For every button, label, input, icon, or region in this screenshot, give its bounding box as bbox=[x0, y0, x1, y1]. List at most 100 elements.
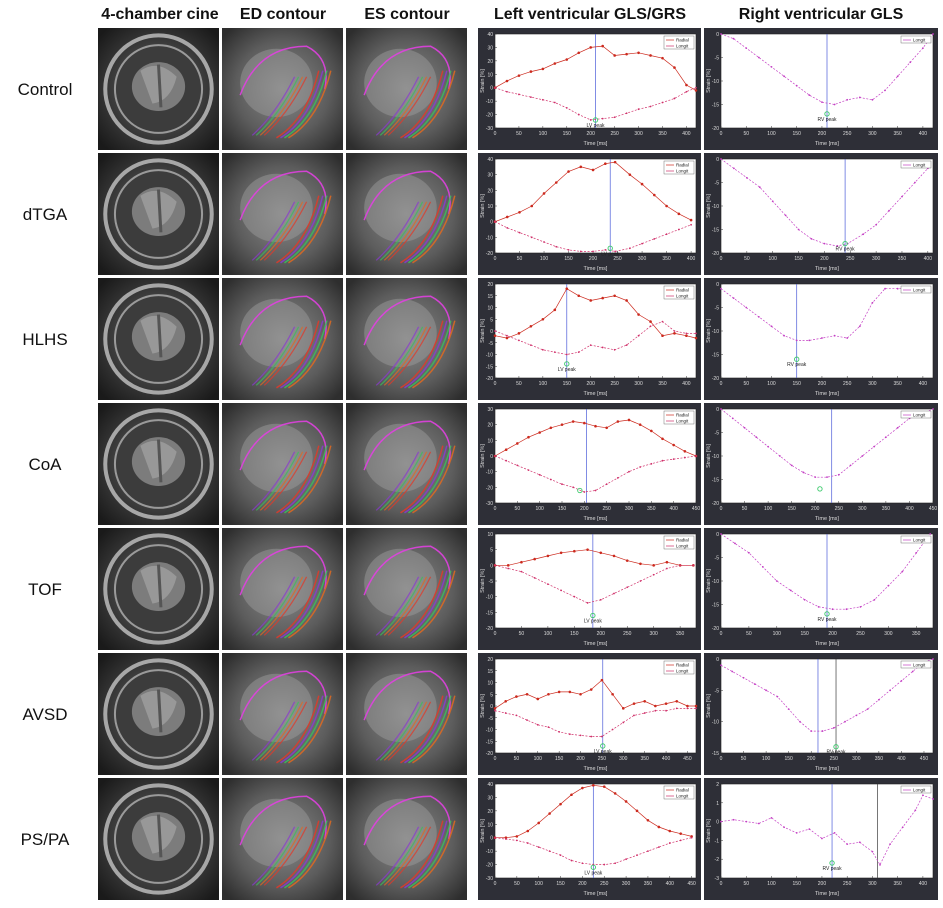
x-tick-label: 350 bbox=[644, 881, 653, 887]
y-tick-label: -5 bbox=[715, 306, 720, 312]
legend-label: Radial bbox=[676, 538, 689, 543]
radial-point bbox=[601, 44, 604, 48]
longit-point bbox=[592, 250, 594, 253]
longit-point bbox=[797, 228, 800, 231]
longit-point bbox=[529, 96, 532, 99]
longit-point bbox=[846, 98, 849, 101]
longit-point bbox=[821, 730, 824, 732]
mri-ed-image bbox=[222, 653, 343, 775]
radial-point bbox=[649, 320, 652, 323]
x-tick-label: 250 bbox=[623, 631, 632, 637]
y-tick-label: 20 bbox=[487, 59, 493, 65]
peak-label: RV peak bbox=[836, 247, 856, 253]
longit-point bbox=[625, 112, 628, 115]
longit-point bbox=[567, 248, 570, 251]
x-tick-label: 250 bbox=[835, 506, 844, 512]
radial-point bbox=[505, 215, 509, 219]
y-tick-label: -10 bbox=[712, 720, 719, 726]
radial-point bbox=[568, 690, 572, 694]
longit-point bbox=[577, 113, 580, 116]
y-axis-label: Strain [%] bbox=[480, 194, 486, 218]
radial-point bbox=[685, 83, 688, 87]
y-tick-label: 10 bbox=[487, 72, 493, 78]
y-tick-label: -5 bbox=[715, 688, 720, 694]
mri-es-image bbox=[346, 778, 467, 900]
x-tick-label: 100 bbox=[535, 881, 544, 887]
radial-point bbox=[527, 435, 530, 439]
legend bbox=[900, 535, 932, 544]
longit-point bbox=[896, 287, 899, 290]
x-tick-label: 0 bbox=[720, 381, 723, 387]
y-tick-label: -10 bbox=[486, 470, 493, 476]
longit-point bbox=[720, 820, 722, 823]
longit-point bbox=[538, 473, 541, 476]
radial-point bbox=[625, 52, 628, 56]
longit-line bbox=[494, 87, 697, 121]
x-tick-label: 300 bbox=[638, 256, 647, 262]
legend bbox=[900, 35, 932, 44]
peak-marker bbox=[592, 117, 599, 123]
radial-point bbox=[526, 829, 530, 833]
plot-svg: -20 -15 -10 -5 0 0 50 100 150 200 250 300 350 400 450 T… bbox=[706, 407, 937, 522]
longit-point bbox=[770, 816, 773, 819]
radial-point bbox=[605, 426, 608, 430]
radial-point bbox=[653, 193, 656, 197]
longit-point bbox=[720, 33, 722, 35]
x-axis-label: Time [ms] bbox=[584, 766, 608, 772]
longit-point bbox=[668, 842, 671, 844]
x-tick-label: 50 bbox=[515, 506, 521, 512]
x-tick-label: 250 bbox=[843, 381, 852, 387]
radial-point bbox=[581, 786, 584, 790]
mri-cine-image bbox=[98, 278, 219, 400]
longit-point bbox=[832, 727, 835, 729]
radial-point bbox=[611, 692, 614, 696]
y-tick-label: -5 bbox=[715, 556, 720, 562]
x-tick-label: 200 bbox=[818, 881, 827, 887]
longit-point bbox=[932, 408, 934, 410]
longit-point bbox=[533, 576, 536, 579]
x-tick-label: 350 bbox=[893, 131, 902, 137]
longit-point bbox=[605, 483, 608, 486]
longit-point bbox=[565, 353, 568, 356]
rv-strain-plot: -15 -10 -5 0 0 50 100 150 200 250 300 350 400 450 Time… bbox=[704, 653, 938, 775]
longit-line bbox=[494, 321, 696, 355]
y-tick-label: 40 bbox=[487, 157, 493, 163]
x-tick-label: 200 bbox=[578, 881, 587, 887]
x-tick-label: 100 bbox=[767, 881, 776, 887]
longit-point bbox=[932, 658, 934, 660]
longit-point bbox=[518, 339, 520, 342]
mri-es-image bbox=[346, 403, 467, 525]
longit-point bbox=[661, 459, 664, 462]
y-tick-label: 0 bbox=[716, 282, 719, 288]
x-tick-label: 150 bbox=[784, 756, 793, 762]
radial-point bbox=[565, 58, 569, 61]
longit-point bbox=[742, 676, 745, 679]
longit-point bbox=[833, 103, 836, 106]
y-tick-label: -20 bbox=[486, 251, 493, 257]
radial-point bbox=[504, 700, 507, 703]
longit-point bbox=[871, 301, 874, 304]
x-tick-label: 0 bbox=[494, 256, 497, 262]
radial-point bbox=[579, 692, 582, 696]
lv-strain-plot: -20 -10 0 10 20 30 40 0 50 100 150 200 250 300 350 400 T… bbox=[478, 153, 701, 275]
longit-point bbox=[884, 287, 886, 290]
x-tick-label: 150 bbox=[555, 756, 564, 762]
longit-point bbox=[518, 93, 520, 96]
peak-marker bbox=[833, 744, 839, 750]
y-tick-label: -5 bbox=[489, 716, 494, 722]
longit-point bbox=[560, 589, 563, 592]
longit-point bbox=[873, 445, 876, 448]
longit-point bbox=[628, 470, 630, 473]
x-tick-label: 200 bbox=[818, 381, 827, 387]
longit-point bbox=[932, 798, 934, 800]
longit-point bbox=[789, 589, 792, 592]
y-tick-label: -20 bbox=[486, 485, 493, 491]
y-tick-label: 5 bbox=[490, 692, 493, 698]
y-tick-label: -20 bbox=[486, 863, 493, 869]
legend-label: Longit bbox=[676, 794, 689, 799]
y-axis-label: Strain [%] bbox=[706, 194, 712, 218]
x-tick-label: 250 bbox=[856, 631, 865, 637]
x-tick-label: 300 bbox=[650, 631, 659, 637]
